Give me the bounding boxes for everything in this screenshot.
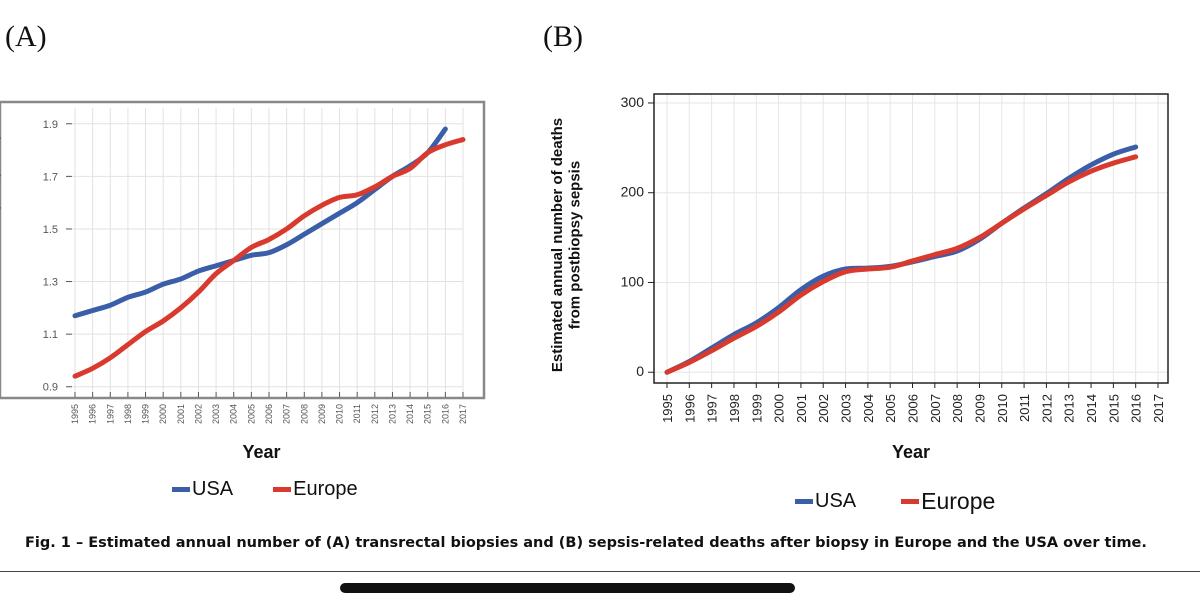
x-tick-label: 2016 <box>440 404 450 424</box>
x-tick-label: 2004 <box>229 404 239 424</box>
legend-swatch-europe-b <box>901 499 920 504</box>
y-axis-title-line: Estimated annual number of deaths <box>549 118 566 372</box>
x-tick-label: 2006 <box>264 404 274 424</box>
y-axis-title: Estimated annual number of deathsfrom po… <box>549 118 583 372</box>
legend-a: USA Europe <box>172 478 358 501</box>
legend-swatch-usa-b <box>795 499 813 504</box>
x-tick-label: 2014 <box>1084 394 1099 423</box>
legend-swatch-usa-a <box>172 487 190 492</box>
x-tick-label: 2010 <box>995 394 1010 423</box>
legend-item-usa-a: USA <box>172 478 233 501</box>
divider-line <box>0 571 1200 572</box>
legend-label-europe-a: Europe <box>293 478 358 500</box>
x-tick-label: 2008 <box>950 394 965 423</box>
panel-label-a: (A) <box>5 20 47 53</box>
x-tick-label: 2002 <box>193 404 203 424</box>
x-tick-label: 2011 <box>352 404 362 423</box>
x-tick-label: 2005 <box>883 394 898 423</box>
plot-frame <box>0 100 486 400</box>
x-tick-label: 1997 <box>105 404 115 424</box>
legend-item-europe-b: Europe <box>901 488 995 515</box>
x-tick-label: 2012 <box>1039 394 1054 423</box>
x-tick-label: 2017 <box>1151 394 1166 423</box>
legend-swatch-europe-a <box>273 487 292 492</box>
plot-frame <box>653 93 1169 384</box>
y-tick-label: 0 <box>636 363 644 379</box>
x-tick-label: 2014 <box>405 404 415 424</box>
x-tick-label: 2012 <box>370 404 380 424</box>
home-indicator-bar[interactable] <box>340 583 795 593</box>
legend-item-usa-b: USA <box>795 490 856 513</box>
x-tick-label: 2011 <box>1017 394 1032 422</box>
x-tick-label: 1998 <box>727 394 742 423</box>
x-tick-label: 2017 <box>458 404 468 424</box>
x-tick-label: 2002 <box>816 394 831 423</box>
x-tick-label: 2010 <box>335 404 345 424</box>
y-tick-label: 300 <box>621 94 645 110</box>
panel-label-b: (B) <box>543 20 583 53</box>
x-tick-label: 2003 <box>839 394 854 423</box>
x-tick-label: 2006 <box>906 394 921 423</box>
y-tick-label: 200 <box>621 184 645 200</box>
y-axis-title: Estimated total number of biopsies (mill… <box>0 135 1 365</box>
x-tick-label: 2000 <box>772 394 787 423</box>
y-axis-title-line: Estimated total number of biopsies (mill… <box>0 135 1 365</box>
figure-caption: Fig. 1 – Estimated annual number of (A) … <box>25 535 1147 551</box>
x-tick-label: 2015 <box>1106 394 1121 423</box>
chart-b: 0 100 200 300 1995 1996 1997 1998 1999 2000 2001 20… <box>549 93 1169 462</box>
x-tick-label: 2009 <box>317 404 327 424</box>
x-axis-title: Year <box>242 442 280 462</box>
legend-b: USA Europe <box>795 488 995 515</box>
x-tick-label: 2015 <box>423 404 433 424</box>
x-tick-label: 2003 <box>211 404 221 424</box>
x-tick-label: 2001 <box>794 394 809 423</box>
x-tick-label: 2007 <box>928 394 943 423</box>
x-tick-label: 2005 <box>246 404 256 424</box>
legend-item-europe-a: Europe <box>273 478 358 501</box>
x-tick-label: 2000 <box>158 404 168 424</box>
series-line-usa-a <box>72 126 448 319</box>
y-tick-label: 1.9 <box>43 119 58 131</box>
y-tick-label: 1.5 <box>43 224 58 236</box>
y-tick-label: 1.3 <box>43 277 58 289</box>
y-tick-label: 100 <box>621 273 645 289</box>
x-tick-label: 2007 <box>282 404 292 424</box>
x-tick-label: 1996 <box>88 404 98 424</box>
y-tick-label: 1.7 <box>43 171 58 183</box>
x-tick-label: 1996 <box>682 394 697 423</box>
chart-a: 0.9 1.1 1.3 1.5 1.7 1.9 1995 1996 1997 1998 1999 20… <box>0 100 486 462</box>
x-tick-label: 2001 <box>176 404 186 424</box>
series-line-europe-a <box>72 137 466 379</box>
x-tick-label: 2008 <box>299 404 309 424</box>
y-tick-label: 0.9 <box>43 382 58 394</box>
legend-label-usa-b: USA <box>815 490 857 512</box>
legend-label-usa-a: USA <box>192 478 234 500</box>
x-axis-title: Year <box>892 442 930 462</box>
x-tick-label: 1998 <box>123 404 133 424</box>
x-tick-label: 2016 <box>1129 394 1144 423</box>
x-tick-label: 2004 <box>861 394 876 423</box>
x-tick-label: 2013 <box>1062 394 1077 423</box>
x-tick-label: 1999 <box>141 404 151 424</box>
y-tick-label: 1.1 <box>43 329 58 341</box>
x-tick-label: 1995 <box>70 404 80 424</box>
y-axis-title-line: from postbiopsy sepsis <box>566 161 583 329</box>
legend-label-europe-b: Europe <box>921 488 996 514</box>
x-tick-label: 1999 <box>749 394 764 423</box>
x-tick-label: 2013 <box>387 404 397 424</box>
x-tick-label: 2009 <box>972 394 987 423</box>
series-line-europe-b <box>664 154 1139 375</box>
x-tick-label: 1995 <box>660 394 675 423</box>
x-tick-label: 1997 <box>705 394 720 423</box>
